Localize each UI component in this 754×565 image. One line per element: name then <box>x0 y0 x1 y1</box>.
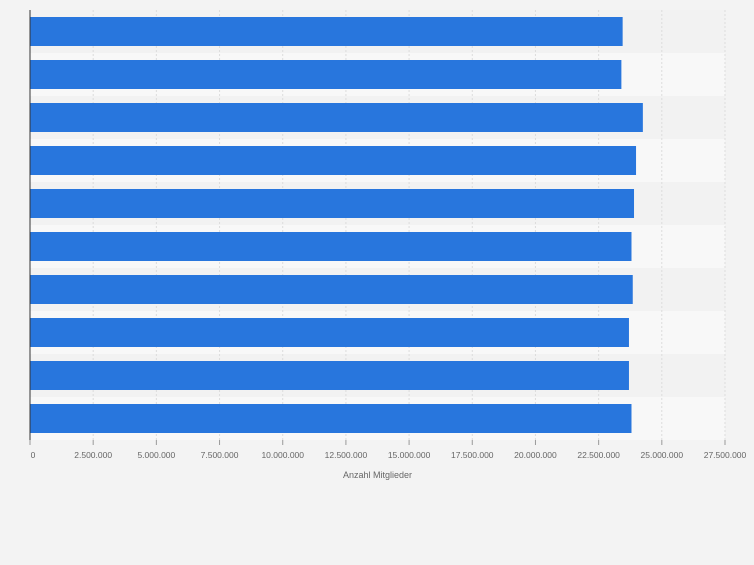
bar[interactable] <box>30 318 629 347</box>
bar[interactable] <box>30 361 629 390</box>
bar[interactable] <box>30 17 623 46</box>
bar[interactable] <box>30 189 635 218</box>
x-tick-label: 15.000.000 <box>388 450 431 460</box>
bar[interactable] <box>30 275 633 304</box>
x-tick-label: 10.000.000 <box>261 450 304 460</box>
x-tick-label: 12.500.000 <box>325 450 368 460</box>
bar[interactable] <box>30 232 632 261</box>
x-tick-label: 0 <box>31 450 36 460</box>
bar[interactable] <box>30 60 622 89</box>
x-tick-label: 17.500.000 <box>451 450 494 460</box>
bar[interactable] <box>30 404 632 433</box>
x-axis-title: Anzahl Mitglieder <box>343 470 412 480</box>
x-tick-label: 2.500.000 <box>74 450 112 460</box>
x-tick-label: 25.000.000 <box>641 450 684 460</box>
x-tick-label: 20.000.000 <box>514 450 557 460</box>
x-tick-label: 22.500.000 <box>577 450 620 460</box>
x-tick-label: 7.500.000 <box>201 450 239 460</box>
bars <box>30 17 643 433</box>
x-tick-label: 27.500.000 <box>704 450 747 460</box>
bar[interactable] <box>30 103 643 132</box>
bar[interactable] <box>30 146 637 175</box>
x-tick-label: 5.000.000 <box>137 450 175 460</box>
x-axis-ticks: 0 2.500.000 5.000.000 7.500.000 10.000.000 12… <box>29 440 747 460</box>
